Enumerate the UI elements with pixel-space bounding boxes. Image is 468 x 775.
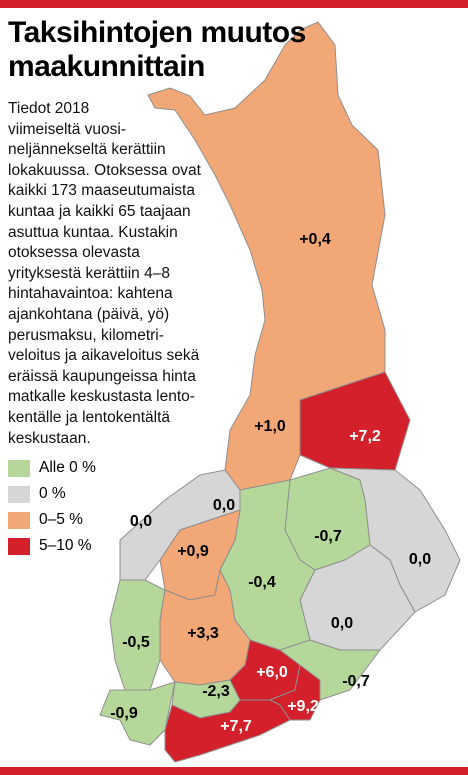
description-line: eräissä kaupungeissa hinta [8,367,196,385]
region-label: +7,7 [220,718,252,735]
description-line: neljännekseltä kerättiin [8,141,166,159]
region-label: -0,7 [314,528,342,545]
description-line: otoksessa olevasta [8,244,140,262]
region [278,639,381,701]
description-line: hintahavaintoa: kahtena [8,285,173,303]
region-label: -0,4 [248,574,276,591]
legend-swatch [8,537,30,555]
region-label: +6,0 [256,664,288,681]
bottom-bar [0,767,468,775]
description-line: perusmaksu, kilometri- [8,326,164,344]
description-line: kaikki 173 maaseutumaista [8,182,195,200]
legend-swatch [8,459,30,477]
description: Tiedot 2018 viimeiseltä vuosi-neljännekse… [8,99,201,449]
title-line: Taksihintojen muutos [8,16,306,49]
description-line: kentälle ja lentokentältä [8,408,171,426]
title: Taksihintojen muutos maakunnittain [8,16,306,84]
legend-label: 5–10 % [39,537,92,554]
top-bar [0,0,468,8]
legend-item: 0–5 % [8,508,96,532]
region-label: +3,3 [187,625,219,642]
region-label: 0,0 [130,513,152,530]
description-line: viimeiseltä vuosi- [8,120,127,138]
region-label: -0,5 [122,634,150,651]
region-label: 0,0 [213,497,235,514]
description-line: matkalle keskustasta lento- [8,388,195,406]
description-line: keskustaan. [8,429,91,447]
region-label: -0,7 [342,673,370,690]
legend-item: Alle 0 % [8,456,96,480]
region-label: 0,0 [331,615,353,632]
description-line: asuttua kuntaa. Kustakin [8,223,178,241]
legend-swatch [8,485,30,503]
description-line: yrityksestä kerättiin 4–8 [8,264,170,282]
region-label: +9,2 [287,698,319,715]
region-label: +0,4 [299,231,331,248]
legend: Alle 0 % 0 % 0–5 % 5–10 % [8,456,96,560]
region-label: +0,9 [177,543,209,560]
description-line: Tiedot 2018 [8,100,90,117]
legend-item: 5–10 % [8,534,96,558]
region [109,579,166,691]
region-label: -0,9 [110,705,138,722]
legend-label: 0–5 % [39,511,83,528]
region-label: +1,0 [254,418,286,435]
legend-item: 0 % [8,482,96,506]
description-line: lokakuussa. Otoksessa ovat [8,161,201,179]
description-line: ajankohtana (päivä, yö) [8,305,170,323]
title-line: maakunnittain [8,50,205,83]
description-line: kuntaa ja kaikki 65 taajaan [8,202,191,220]
region [99,681,176,746]
region-label: +7,2 [349,428,381,445]
region-label: 0,0 [409,551,431,568]
region-label: -2,3 [202,683,230,700]
legend-label: Alle 0 % [39,459,96,476]
description-line: veloitus ja aikaveloitus sekä [8,347,200,365]
legend-swatch [8,511,30,529]
region [164,699,291,763]
legend-label: 0 % [39,485,66,502]
